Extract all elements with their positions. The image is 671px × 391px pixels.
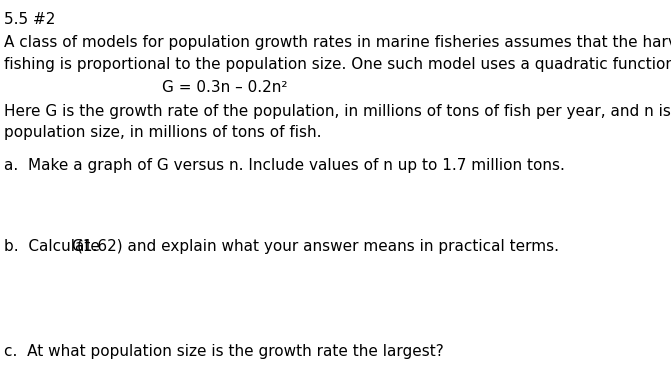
Text: G = 0.3n – 0.2n²: G = 0.3n – 0.2n²	[162, 80, 287, 95]
Text: A class of models for population growth rates in marine fisheries assumes that t: A class of models for population growth …	[5, 35, 671, 50]
Text: Here G is the growth rate of the population, in millions of tons of fish per yea: Here G is the growth rate of the populat…	[5, 104, 671, 118]
Text: population size, in millions of tons of fish.: population size, in millions of tons of …	[5, 125, 322, 140]
Text: c.  At what population size is the growth rate the largest?: c. At what population size is the growth…	[5, 344, 444, 359]
Text: fishing is proportional to the population size. One such model uses a quadratic : fishing is proportional to the populatio…	[5, 57, 671, 72]
Text: 5.5 #2: 5.5 #2	[5, 12, 56, 27]
Text: (1.62) and explain what your answer means in practical terms.: (1.62) and explain what your answer mean…	[77, 239, 559, 253]
Text: a.  Make a graph of G versus n. Include values of n up to 1.7 million tons.: a. Make a graph of G versus n. Include v…	[5, 158, 566, 173]
Text: b.  Calculate: b. Calculate	[5, 239, 105, 253]
Text: G: G	[71, 239, 83, 253]
